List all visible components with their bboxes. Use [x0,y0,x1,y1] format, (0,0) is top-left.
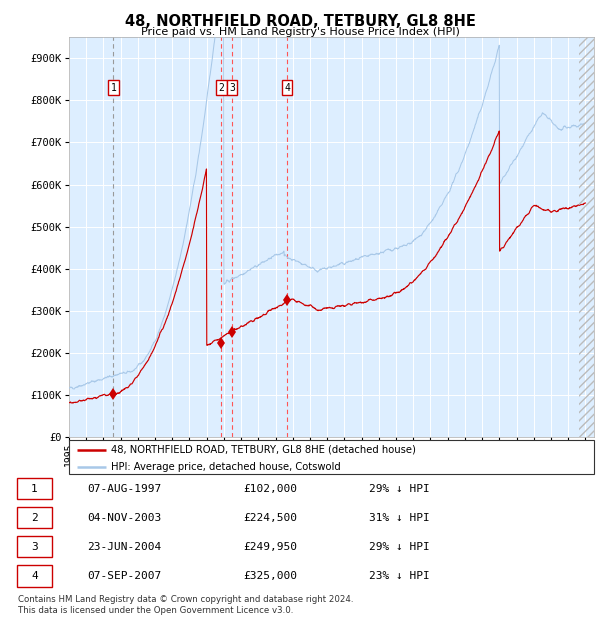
Text: 23% ↓ HPI: 23% ↓ HPI [369,571,430,581]
Text: 23-JUN-2004: 23-JUN-2004 [87,542,161,552]
Text: This data is licensed under the Open Government Licence v3.0.: This data is licensed under the Open Gov… [18,606,293,615]
Text: 4: 4 [31,571,38,581]
Text: 48, NORTHFIELD ROAD, TETBURY, GL8 8HE (detached house): 48, NORTHFIELD ROAD, TETBURY, GL8 8HE (d… [111,445,416,454]
Text: Price paid vs. HM Land Registry's House Price Index (HPI): Price paid vs. HM Land Registry's House … [140,27,460,37]
Text: 48, NORTHFIELD ROAD, TETBURY, GL8 8HE: 48, NORTHFIELD ROAD, TETBURY, GL8 8HE [125,14,475,29]
Text: £325,000: £325,000 [243,571,297,581]
Text: £102,000: £102,000 [243,484,297,494]
Text: Contains HM Land Registry data © Crown copyright and database right 2024.: Contains HM Land Registry data © Crown c… [18,595,353,604]
Text: HPI: Average price, detached house, Cotswold: HPI: Average price, detached house, Cots… [111,462,341,472]
Text: 2: 2 [31,513,38,523]
Text: 4: 4 [284,82,290,93]
Text: 07-AUG-1997: 07-AUG-1997 [87,484,161,494]
Text: 04-NOV-2003: 04-NOV-2003 [87,513,161,523]
FancyBboxPatch shape [69,440,594,474]
Text: 07-SEP-2007: 07-SEP-2007 [87,571,161,581]
Text: 1: 1 [110,82,116,93]
Text: 29% ↓ HPI: 29% ↓ HPI [369,542,430,552]
Text: 3: 3 [229,82,235,93]
Text: 1: 1 [31,484,38,494]
Text: £249,950: £249,950 [243,542,297,552]
Text: 29% ↓ HPI: 29% ↓ HPI [369,484,430,494]
Text: 2: 2 [218,82,224,93]
Text: £224,500: £224,500 [243,513,297,523]
Text: 31% ↓ HPI: 31% ↓ HPI [369,513,430,523]
Text: 3: 3 [31,542,38,552]
